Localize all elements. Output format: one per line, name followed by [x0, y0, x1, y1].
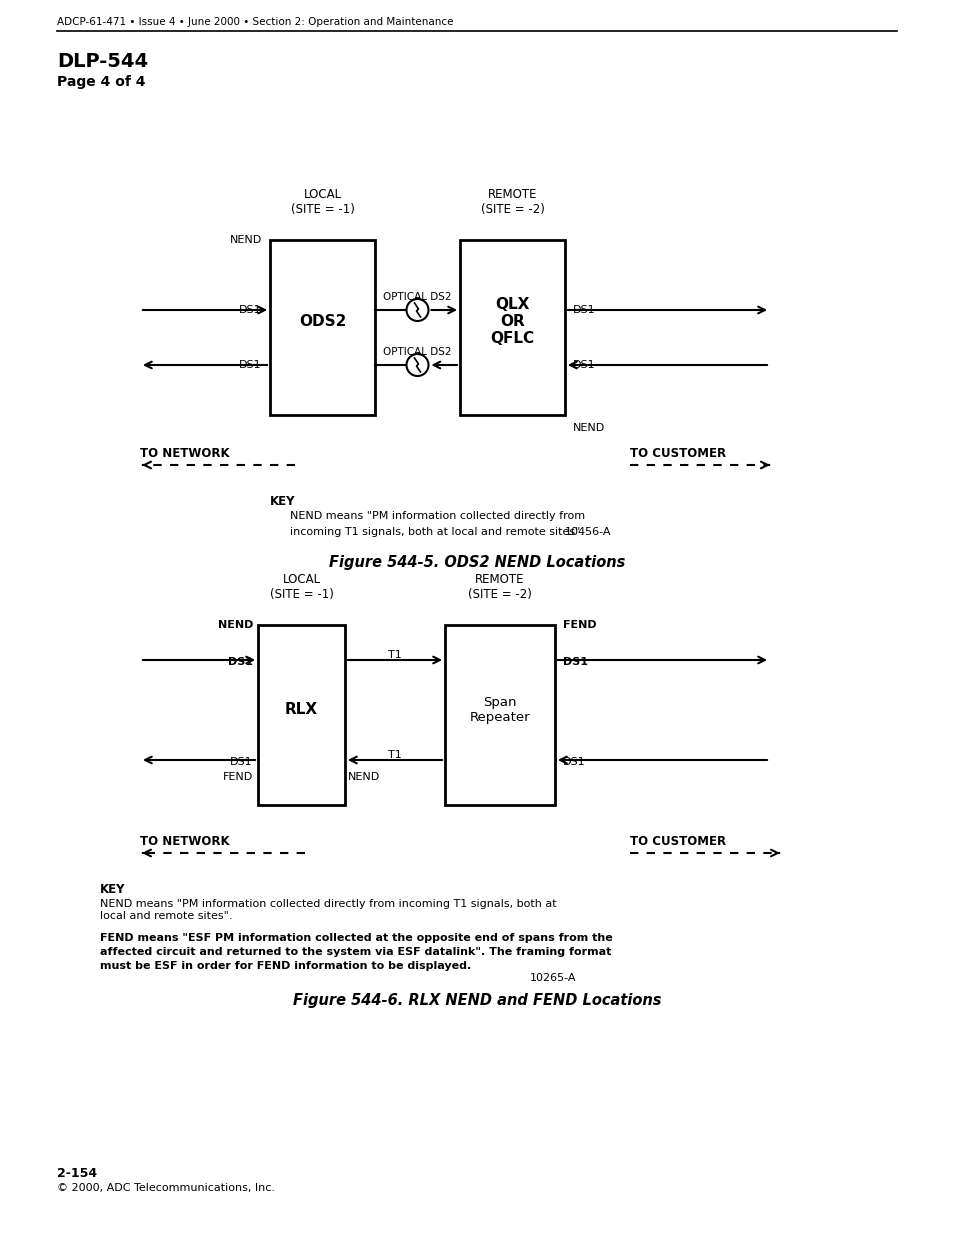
Text: (SITE = -1): (SITE = -1): [270, 588, 334, 601]
Circle shape: [406, 354, 428, 375]
Text: DS1: DS1: [228, 657, 253, 667]
Text: OPTICAL DS2: OPTICAL DS2: [383, 291, 452, 303]
Text: DS1: DS1: [239, 359, 262, 370]
Text: Figure 544-6. RLX NEND and FEND Locations: Figure 544-6. RLX NEND and FEND Location…: [293, 993, 660, 1008]
Text: affected circuit and returned to the system via ESF datalink". The framing forma: affected circuit and returned to the sys…: [100, 947, 611, 957]
Text: NEND means "PM information collected directly from: NEND means "PM information collected dir…: [290, 511, 584, 521]
Text: FEND means "ESF PM information collected at the opposite end of spans from the: FEND means "ESF PM information collected…: [100, 932, 612, 944]
Text: DS1: DS1: [573, 305, 595, 315]
Text: DLP-544: DLP-544: [57, 52, 148, 70]
Text: 2-154: 2-154: [57, 1167, 97, 1179]
Text: (SITE = -2): (SITE = -2): [480, 203, 544, 216]
Text: incoming T1 signals, both at local and remote sites".: incoming T1 signals, both at local and r…: [290, 527, 583, 537]
Text: LOCAL: LOCAL: [303, 188, 341, 201]
Text: FEND: FEND: [222, 772, 253, 782]
Circle shape: [406, 299, 428, 321]
Text: TO CUSTOMER: TO CUSTOMER: [629, 835, 725, 848]
Text: must be ESF in order for FEND information to be displayed.: must be ESF in order for FEND informatio…: [100, 961, 471, 971]
Text: TO CUSTOMER: TO CUSTOMER: [629, 447, 725, 459]
Text: RLX: RLX: [285, 703, 317, 718]
Text: QLX
OR
QFLC: QLX OR QFLC: [490, 296, 534, 346]
Text: FEND: FEND: [562, 620, 596, 630]
Bar: [459, 240, 564, 415]
Text: TO NETWORK: TO NETWORK: [140, 447, 230, 459]
Text: T1: T1: [388, 650, 401, 659]
Text: LOCAL: LOCAL: [282, 573, 320, 585]
Text: © 2000, ADC Telecommunications, Inc.: © 2000, ADC Telecommunications, Inc.: [57, 1183, 274, 1193]
Text: Page 4 of 4: Page 4 of 4: [57, 75, 146, 89]
Text: ODS2: ODS2: [298, 314, 346, 329]
Bar: [444, 625, 555, 805]
Text: DS1: DS1: [573, 359, 595, 370]
Text: (SITE = -1): (SITE = -1): [291, 203, 355, 216]
Text: NEND: NEND: [217, 620, 253, 630]
Text: DS1: DS1: [230, 757, 253, 767]
Text: T1: T1: [388, 750, 401, 760]
Text: Figure 544-5. ODS2 NEND Locations: Figure 544-5. ODS2 NEND Locations: [329, 555, 624, 571]
Text: 10456-A: 10456-A: [564, 527, 611, 537]
Text: NEND: NEND: [573, 424, 604, 433]
Text: REMOTE: REMOTE: [487, 188, 537, 201]
Text: REMOTE: REMOTE: [475, 573, 524, 585]
Text: KEY: KEY: [270, 495, 295, 508]
Text: NEND: NEND: [230, 235, 262, 245]
Text: KEY: KEY: [100, 883, 126, 897]
Text: DS1: DS1: [562, 757, 585, 767]
Bar: [257, 625, 345, 805]
Text: ADCP-61-471 • Issue 4 • June 2000 • Section 2: Operation and Maintenance: ADCP-61-471 • Issue 4 • June 2000 • Sect…: [57, 17, 453, 27]
Text: OPTICAL DS2: OPTICAL DS2: [383, 347, 452, 357]
Bar: [270, 240, 375, 415]
Text: Span
Repeater: Span Repeater: [469, 697, 530, 724]
Text: DS1: DS1: [239, 305, 262, 315]
Text: DS1: DS1: [562, 657, 587, 667]
Text: 10265-A: 10265-A: [530, 973, 576, 983]
Text: NEND means "PM information collected directly from incoming T1 signals, both at
: NEND means "PM information collected dir…: [100, 899, 556, 920]
Text: TO NETWORK: TO NETWORK: [140, 835, 230, 848]
Text: (SITE = -2): (SITE = -2): [468, 588, 532, 601]
Text: NEND: NEND: [348, 772, 380, 782]
